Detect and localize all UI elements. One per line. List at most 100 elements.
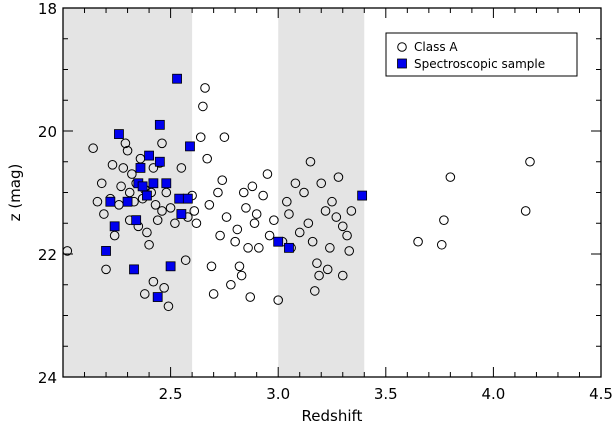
class-a-point [157, 206, 167, 216]
class-a-point [331, 212, 342, 222]
class-a-point [247, 181, 258, 192]
class-a-point [264, 230, 275, 241]
class-a-point [236, 270, 247, 281]
spectroscopic-point [182, 193, 193, 204]
class-a-point [290, 178, 301, 189]
shaded-band-0 [63, 8, 193, 377]
shaded-band-1 [278, 8, 365, 377]
spectroscopic-point [105, 196, 116, 207]
class-a-point [124, 187, 135, 198]
class-a-point [191, 218, 202, 229]
class-a-point [232, 224, 243, 235]
class-a-point [320, 206, 331, 216]
class-a-point [305, 156, 316, 167]
class-a-point [99, 209, 109, 219]
class-a-point [333, 172, 344, 182]
class-a-point [230, 236, 240, 247]
class-a-point [337, 221, 348, 232]
class-a-point [309, 286, 320, 296]
class-a-point [251, 209, 262, 219]
class-a-point [525, 156, 535, 167]
x-axis-label: Redshift [302, 407, 363, 425]
class-a-point [234, 261, 245, 272]
class-a-point [180, 255, 191, 265]
class-a-point [445, 172, 456, 182]
class-a-point [284, 209, 294, 219]
class-a-point [195, 132, 206, 142]
spectroscopic-point [137, 181, 148, 192]
class-a-point [109, 230, 120, 241]
class-a-point [118, 163, 129, 173]
class-a-point [249, 218, 260, 229]
spectroscopic-point [131, 215, 142, 226]
class-a-point [226, 279, 236, 290]
class-a-point [120, 138, 131, 149]
legend-label-class-a: Class A [414, 40, 458, 54]
class-a-point [243, 243, 253, 253]
class-a-point [165, 203, 176, 213]
x-tick-label: 3.5 [374, 385, 398, 403]
x-tick-label: 4.5 [589, 385, 613, 403]
spectroscopic-point [122, 196, 133, 207]
class-a-point [159, 283, 169, 293]
spectroscopic-points [101, 73, 368, 302]
class-a-point [107, 160, 118, 170]
class-a-point [142, 227, 152, 238]
class-a-point [161, 187, 172, 198]
class-a-point [254, 243, 264, 253]
spectroscopic-point [154, 156, 165, 167]
class-a-point [303, 218, 314, 229]
class-a-point [439, 215, 449, 225]
class-a-point [206, 261, 217, 272]
class-a-point [316, 178, 327, 189]
class-a-point [157, 138, 167, 149]
x-tick-label: 2.5 [159, 385, 183, 403]
spectroscopic-point [101, 246, 111, 256]
class-a-point [322, 264, 333, 275]
class-a-point [148, 276, 159, 287]
class-a-point [152, 215, 163, 225]
class-a-point [262, 169, 273, 179]
class-a-point [215, 230, 225, 241]
class-a-point [208, 289, 219, 299]
x-tick-label: 4.0 [481, 385, 505, 403]
class-a-point [170, 218, 180, 229]
y-axis-label: z (mag) [6, 164, 24, 222]
spectroscopic-point [142, 190, 152, 201]
class-a-point [325, 243, 335, 253]
class-a-point [312, 258, 322, 269]
class-a-point [200, 83, 210, 93]
class-a-point [122, 145, 133, 156]
spectroscopic-point [144, 150, 154, 161]
class-a-point [346, 206, 357, 216]
class-a-point [314, 270, 324, 281]
class-a-point [221, 212, 232, 222]
y-tick-label: 18 [38, 0, 57, 18]
class-a-point [116, 181, 126, 192]
class-a-point [337, 270, 348, 281]
spectroscopic-point [135, 162, 146, 173]
plot-frame [62, 7, 602, 378]
class-a-point [344, 246, 355, 256]
spectroscopic-point [284, 242, 294, 253]
class-a-points [62, 83, 535, 312]
class-a-point [299, 187, 309, 198]
class-a-point [202, 153, 212, 164]
spectroscopic-point [273, 236, 284, 247]
class-a-point [139, 289, 150, 299]
spectroscopic-point [174, 193, 185, 204]
class-a-point [204, 200, 215, 210]
spectroscopic-point [185, 141, 195, 152]
spectroscopic-point [129, 264, 139, 275]
legend-box [385, 32, 578, 77]
class-a-point [327, 196, 337, 207]
spectroscopic-point [161, 178, 172, 189]
class-a-point [96, 178, 107, 189]
spectroscopic-point [154, 119, 165, 130]
class-a-point [148, 163, 159, 173]
spectroscopic-point [148, 178, 159, 189]
class-a-point [144, 239, 154, 250]
y-tick-label: 24 [38, 369, 57, 387]
class-a-point [294, 227, 305, 238]
legend-marker-class-a [397, 42, 407, 52]
